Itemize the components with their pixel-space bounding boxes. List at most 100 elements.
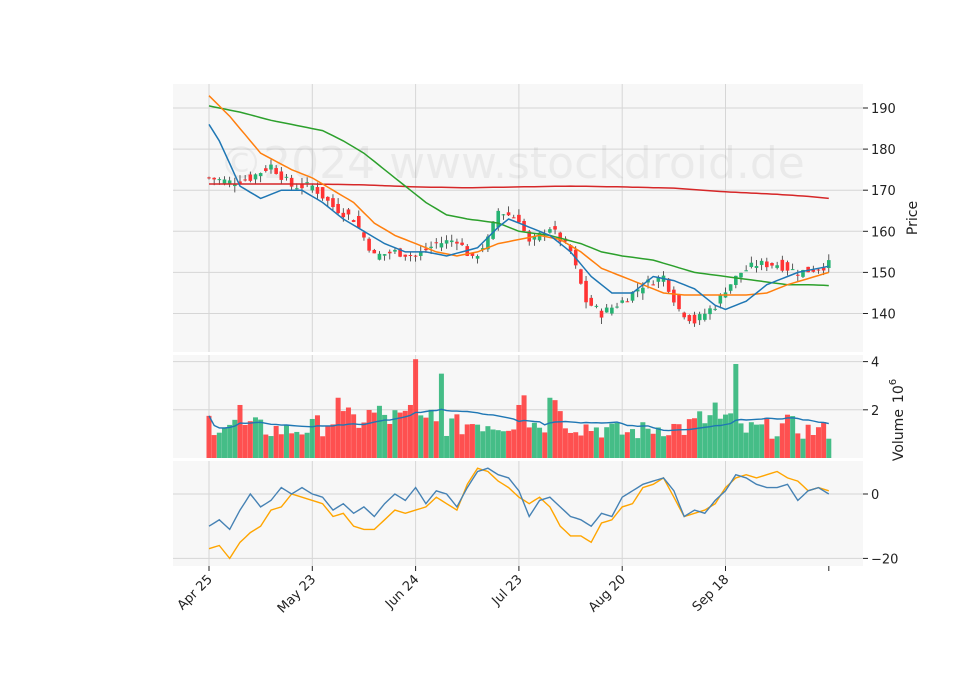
volume-bar — [557, 411, 563, 458]
candle-body — [785, 262, 790, 271]
candle-body — [305, 182, 309, 184]
candle-body — [227, 180, 232, 185]
candle-body — [480, 248, 485, 250]
volume-bar — [588, 431, 594, 458]
volume-bar — [692, 418, 698, 458]
volume-bar — [252, 417, 258, 458]
candle-body — [579, 269, 583, 284]
volume-bar — [743, 432, 749, 458]
volume-bar — [531, 422, 537, 458]
volume-bars-layer — [206, 359, 832, 458]
candle-body — [615, 306, 619, 308]
volume-bar — [805, 424, 811, 458]
volume-bar — [593, 427, 599, 458]
candle-body — [387, 251, 392, 254]
candle-body — [222, 179, 227, 184]
candle-body — [382, 254, 387, 256]
candle-body — [243, 179, 247, 181]
volume-bar — [573, 432, 579, 458]
volume-bar — [655, 427, 661, 458]
candle-body — [651, 284, 655, 286]
volume-bar — [232, 419, 238, 458]
candle-body — [398, 248, 402, 257]
candle-body — [734, 275, 738, 285]
candle-body — [258, 173, 263, 177]
candle-body — [703, 313, 707, 320]
candle-body — [264, 168, 268, 171]
candle-body — [780, 259, 785, 271]
volume-bar — [469, 424, 475, 458]
candle-body — [568, 245, 573, 252]
candle-body — [475, 256, 480, 259]
volume-bar — [480, 431, 486, 458]
volume-bar — [278, 434, 284, 458]
sma200-line — [209, 183, 829, 200]
candle-body — [599, 310, 604, 318]
candle-body — [718, 294, 723, 304]
candle-body — [444, 240, 449, 244]
volume-bar — [800, 438, 806, 458]
candle-body — [269, 164, 273, 170]
x-tick-label: Apr 25 — [175, 572, 216, 613]
oscillator-tick-label: 0 — [871, 488, 879, 503]
volume-bar — [449, 418, 455, 458]
candle-body — [377, 253, 382, 260]
candle-body — [460, 242, 464, 245]
candle-body — [320, 187, 325, 199]
volume-bar — [444, 435, 450, 458]
candle-body — [233, 183, 237, 187]
volume-bar — [624, 432, 630, 458]
volume-bar — [537, 427, 543, 458]
volume-bar — [511, 429, 517, 458]
volume-bar — [671, 423, 677, 458]
volume-bar — [702, 423, 708, 458]
candle-body — [558, 232, 563, 242]
volume-bar — [413, 359, 419, 458]
candle-body — [212, 177, 216, 180]
volume-bar — [335, 397, 341, 458]
candle-body — [816, 269, 821, 271]
volume-bar — [614, 422, 620, 458]
volume-bar — [697, 411, 703, 458]
volume-bar — [619, 434, 625, 458]
candle-body — [356, 215, 361, 228]
volume-bar — [418, 415, 424, 458]
candle-body — [403, 254, 408, 257]
candle-body — [455, 241, 459, 244]
volume-bar — [289, 433, 295, 458]
volume-bar — [294, 431, 300, 458]
price-tick-label: 150 — [871, 266, 896, 281]
candle-body — [666, 278, 671, 292]
candle-body — [682, 312, 686, 318]
volume-bar — [299, 434, 305, 458]
volume-bar — [407, 404, 413, 458]
volume-bar — [247, 421, 253, 458]
volume-bar — [387, 423, 393, 458]
candle-body — [656, 277, 661, 282]
x-tick-label: Sep 18 — [690, 572, 733, 615]
candle-body — [697, 314, 702, 321]
volume-bar — [609, 423, 615, 458]
volume-bar — [733, 364, 739, 458]
volume-bar — [790, 416, 796, 458]
volume-axis-label: Volume 106 — [888, 379, 907, 461]
candle-body — [687, 315, 692, 322]
candle-body — [325, 196, 330, 201]
volume-bar — [351, 414, 357, 458]
candle-body — [630, 291, 635, 301]
volume-bar — [227, 424, 233, 458]
candle-body — [620, 300, 624, 303]
candle-body — [238, 181, 242, 184]
candle-body — [253, 174, 258, 180]
volume-bar — [485, 426, 491, 458]
volume-bar — [366, 409, 372, 458]
sma20-line — [208, 95, 830, 296]
volume-bar — [459, 434, 465, 458]
volume-bar — [712, 402, 718, 458]
volume-bar — [516, 404, 522, 458]
volume-multiplier-base: 10 — [891, 385, 907, 403]
volume-tick-label: 4 — [871, 356, 879, 371]
candle-body — [511, 217, 516, 219]
volume-bar — [650, 433, 656, 458]
